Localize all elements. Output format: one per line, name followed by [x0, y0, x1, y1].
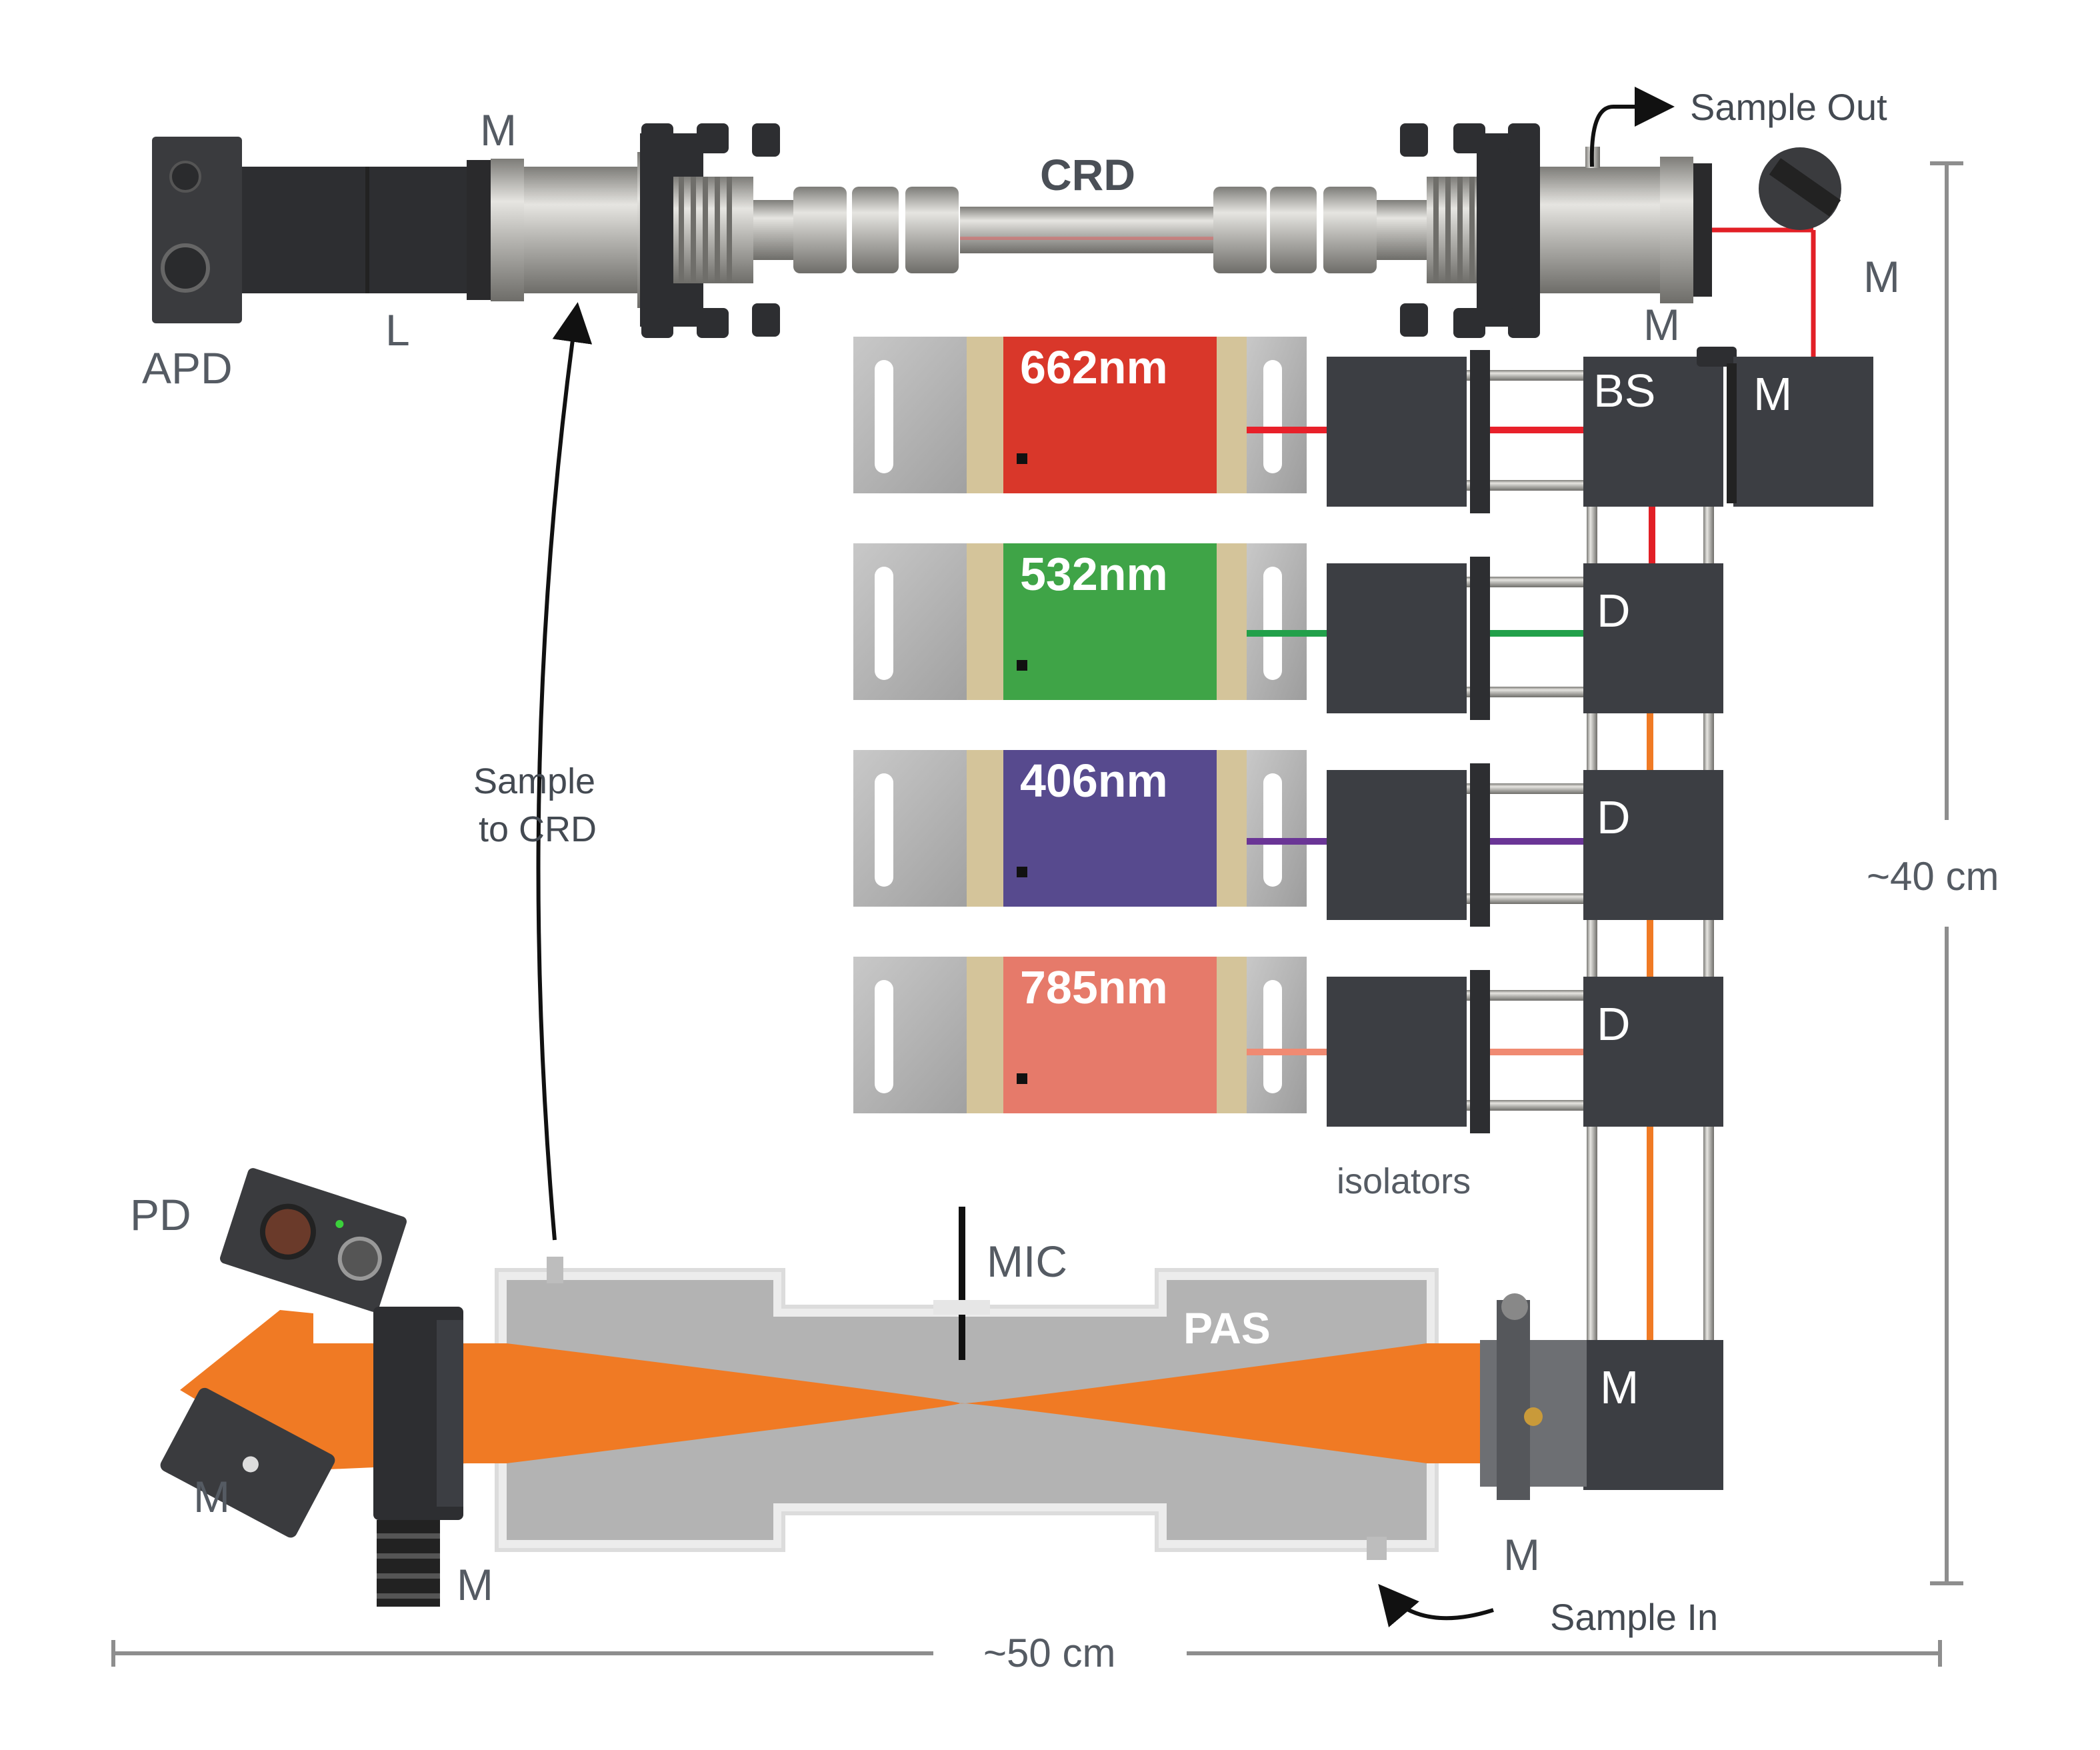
label-sample-to-crd-1: Sample: [473, 761, 595, 801]
exit-optics: [160, 1168, 467, 1607]
label-beam-splitter: BS: [1593, 365, 1655, 417]
sample-to-crd-arrow: [536, 302, 593, 1241]
laser-4-body: [1003, 957, 1217, 1113]
crd-tube: [960, 207, 1213, 253]
label-mirror-cube-bottom: M: [1600, 1361, 1639, 1413]
apd-detector: [152, 137, 242, 323]
label-crd: CRD: [1040, 150, 1135, 199]
exit-mirror: [160, 1387, 335, 1538]
laser-2-body: [1003, 543, 1217, 700]
dichroic-cube-1: [1583, 563, 1723, 713]
label-mirror-cube-top: M: [1753, 368, 1792, 420]
label-mirror-pas-entrance: M: [1503, 1530, 1540, 1579]
pas-laser-beam: [467, 1343, 1487, 1463]
label-pas: PAS: [1183, 1303, 1271, 1353]
label-laser-785: 785nm: [1020, 961, 1168, 1013]
bellows-left: [673, 177, 753, 283]
label-dichroic-2: D: [1597, 791, 1631, 843]
label-mirror-exit: M: [193, 1472, 230, 1521]
dichroic-cube-3: [1583, 977, 1723, 1127]
apd-connector: [169, 161, 201, 193]
label-size-vertical: ~40 cm: [1867, 854, 1999, 899]
crd-right-mount: [1477, 133, 1540, 327]
apd-output-port: [161, 243, 210, 293]
label-dichroic-1: D: [1597, 585, 1631, 637]
pas-sample-outlet: [547, 1257, 563, 1283]
laser-3: [853, 750, 1583, 907]
laser-4: [853, 957, 1583, 1113]
mirror-cube-top: [1733, 357, 1873, 507]
pas-cell: [467, 1207, 1583, 1560]
laser-3-body: [1003, 750, 1217, 907]
combiner-cubes: [1583, 347, 1873, 1490]
label-mirror-crd-right: M: [1643, 300, 1680, 349]
fitting-left-2: [852, 187, 899, 273]
label-sample-in: Sample In: [1550, 1596, 1718, 1638]
ruler-vertical: [1930, 161, 1963, 1585]
laser-1-body: [1003, 337, 1217, 493]
crd-right-body: [1540, 167, 1660, 293]
fitting-right-3: [1323, 187, 1377, 273]
crd-left-body: [524, 167, 637, 293]
sample-out-arrow: [1589, 87, 1675, 167]
label-sample-to-crd-2: to CRD: [479, 809, 597, 849]
fitting-left-3: [905, 187, 959, 273]
isolators: [1327, 350, 1583, 1133]
mirror-cube-bottom: [1583, 1340, 1723, 1490]
label-laser-662: 662nm: [1020, 341, 1168, 393]
label-isolators: isolators: [1337, 1161, 1471, 1201]
laser-1: [853, 337, 1583, 493]
sample-in-arrow: [1378, 1583, 1494, 1628]
beam-splitter-cube: [1583, 357, 1723, 507]
combiner-cage-rods: [1587, 507, 1714, 1340]
fitting-left-1: [793, 187, 847, 273]
label-lens: L: [385, 305, 410, 355]
label-mirror-knob: M: [457, 1560, 493, 1609]
mirror-ring-left: [467, 160, 491, 300]
label-microphone: MIC: [987, 1237, 1067, 1286]
label-laser-406: 406nm: [1020, 755, 1168, 807]
pas-sample-inlet: [1367, 1537, 1387, 1560]
fitting-right-2: [1270, 187, 1317, 273]
label-mirror-apd: M: [480, 105, 517, 155]
label-sample-out: Sample Out: [1690, 86, 1887, 128]
crd-assembly: [152, 123, 1841, 357]
fitting-right-1: [1213, 187, 1267, 273]
label-size-horizontal: ~50 cm: [983, 1631, 1115, 1675]
pas-entrance-mount: [1480, 1293, 1587, 1500]
label-mirror-top-right: M: [1863, 252, 1900, 301]
label-dichroic-3: D: [1597, 998, 1631, 1050]
microphone: [959, 1207, 965, 1360]
laser-2: [853, 543, 1583, 700]
adjustment-knob: [377, 1520, 440, 1607]
turning-mirror-top: [1759, 147, 1841, 230]
label-apd: APD: [142, 343, 233, 393]
photodiode: [220, 1168, 407, 1312]
ruler-horizontal: [111, 1640, 1942, 1667]
dichroic-cube-2: [1583, 770, 1723, 920]
lens-tube: [242, 167, 469, 293]
label-laser-532: 532nm: [1020, 548, 1168, 600]
label-photodiode: PD: [130, 1190, 191, 1239]
